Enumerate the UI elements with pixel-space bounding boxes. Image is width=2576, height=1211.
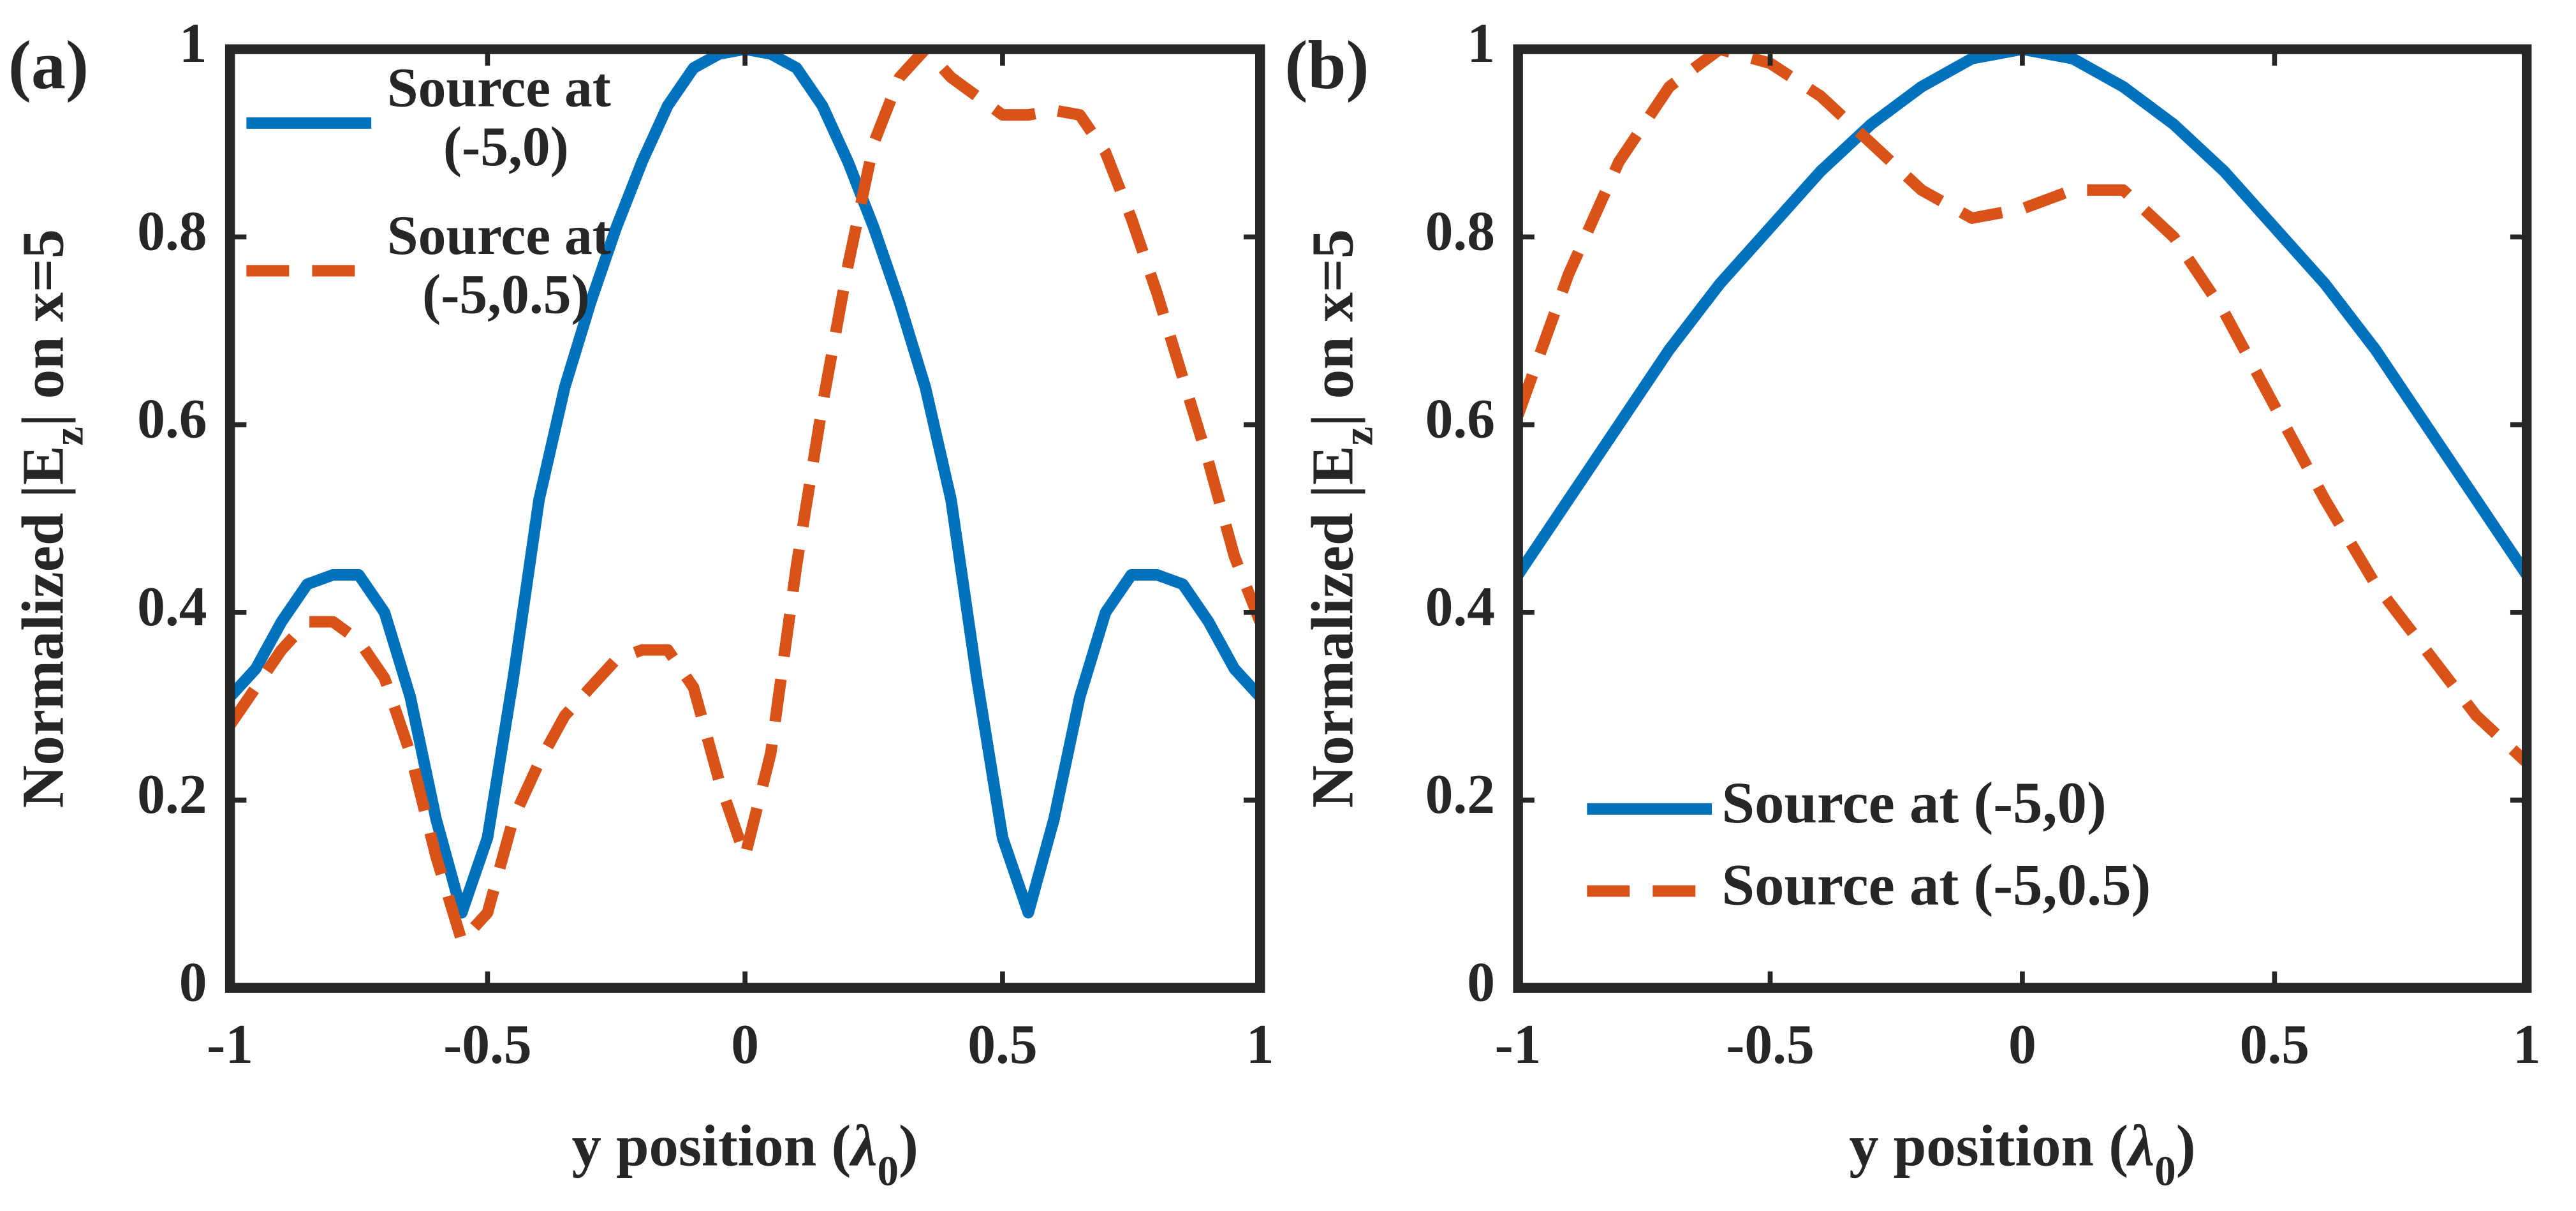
y-tick-label: 1 (179, 12, 207, 74)
legend-label: Source at (-5,0) (387, 57, 625, 178)
x-axis-label-part: 0 (878, 1148, 899, 1195)
y-axis-label-part: Normalized |E (10, 445, 76, 808)
plot-area (230, 49, 1260, 988)
y-tick-label: 0 (179, 951, 207, 1013)
y-axis-label: Normalized |Ez| on x=5 (1300, 229, 1382, 808)
x-tick-label: -0.5 (443, 1013, 532, 1075)
axes-box (224, 44, 1265, 993)
y-axis-label-part: | on x=5 (10, 229, 76, 427)
legend-label: Source at (-5,0.5) (387, 204, 625, 325)
y-axis-label-part: z (1335, 427, 1382, 446)
x-axis-label-part: λ (2126, 1113, 2154, 1179)
x-axis-label-part: ) (899, 1113, 918, 1179)
x-axis-label-part: 0 (2154, 1148, 2175, 1195)
plot-area (1518, 49, 2527, 988)
y-axis-label-part: Normalized |E (1300, 445, 1366, 808)
y-tick-label: 0.6 (1425, 388, 1495, 450)
x-tick-label: 0.5 (968, 1013, 1037, 1075)
y-tick-label: 0.4 (1425, 576, 1495, 637)
x-tick-label: 0 (2008, 1013, 2036, 1075)
x-axis-label-part: λ (848, 1113, 877, 1179)
x-axis-label: y position (λ0) (571, 1113, 918, 1195)
y-tick-label: 0.8 (137, 200, 207, 262)
x-axis-label: y position (λ0) (1849, 1113, 2195, 1195)
x-axis-label-part: y position ( (571, 1113, 851, 1179)
x-tick-label: -1 (207, 1013, 253, 1075)
y-tick-label: 0.2 (137, 763, 207, 825)
x-tick-label: 1 (1246, 1013, 1274, 1075)
x-tick-label: -1 (1495, 1013, 1542, 1075)
legend-label: Source at (-5,0) (1722, 770, 2107, 836)
x-tick-label: 1 (2513, 1013, 2541, 1075)
x-axis-label-part: y position ( (1849, 1113, 2128, 1179)
axes-box (1513, 44, 2532, 993)
y-tick-label: 0 (1467, 951, 1495, 1013)
y-tick-label: 0.4 (137, 576, 207, 637)
x-tick-label: 0.5 (2240, 1013, 2309, 1075)
y-tick-label: 0.6 (137, 388, 207, 450)
panel-label: (a) (8, 27, 89, 103)
y-axis-label-part: z (45, 427, 92, 446)
x-tick-label: 0 (731, 1013, 759, 1075)
y-tick-label: 0.8 (1425, 200, 1495, 262)
panel-label: (b) (1284, 27, 1369, 103)
series-line (1518, 49, 2527, 767)
legend-label: Source at (-5,0.5) (1722, 852, 2151, 918)
y-axis-label-part: | on x=5 (1300, 229, 1366, 427)
x-axis-label-part: ) (2176, 1113, 2196, 1179)
y-axis-label: Normalized |Ez| on x=5 (10, 229, 92, 808)
y-tick-label: 0.2 (1425, 763, 1495, 825)
x-tick-label: -0.5 (1726, 1013, 1814, 1075)
y-tick-label: 1 (1467, 12, 1495, 74)
series-line (230, 49, 1260, 919)
series-line (230, 49, 1260, 947)
series-line (1518, 49, 2527, 578)
